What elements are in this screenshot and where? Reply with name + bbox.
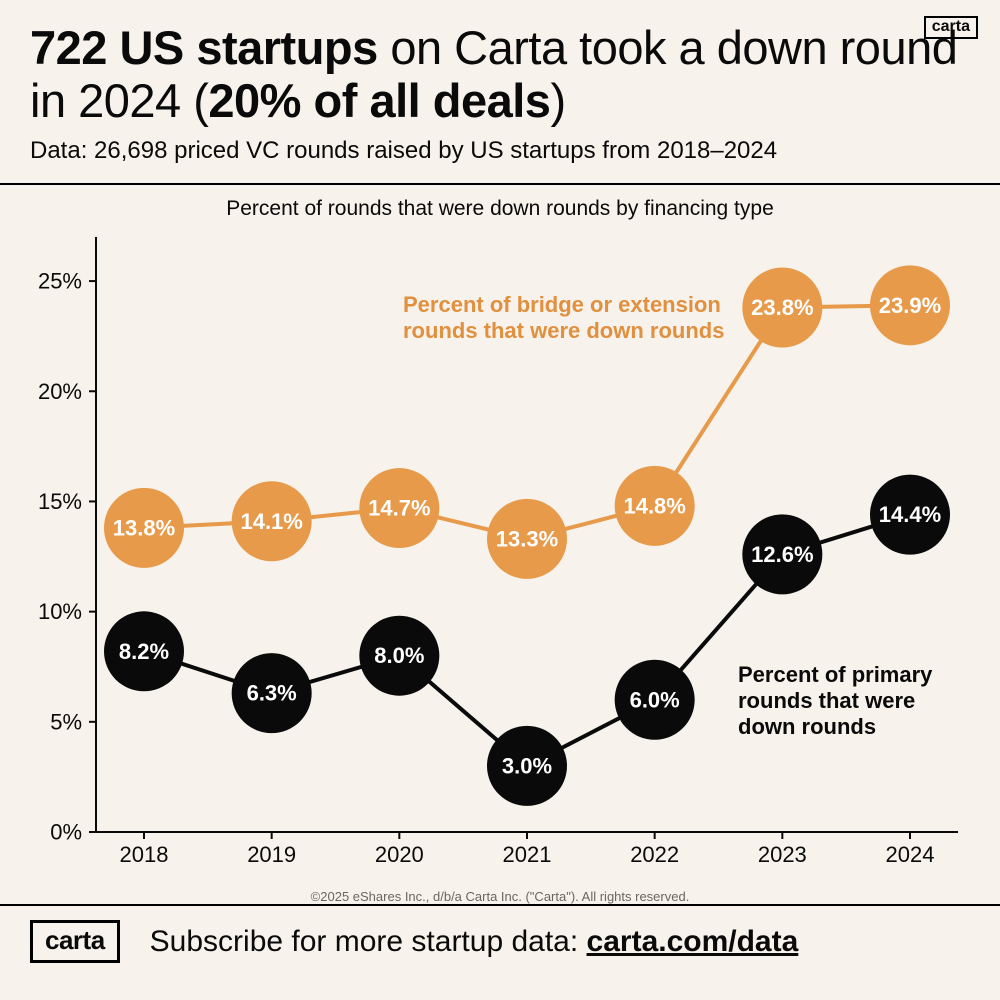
svg-text:14.1%: 14.1% [240,509,302,534]
svg-text:rounds that were down rounds: rounds that were down rounds [403,318,724,343]
headline-bold-b: 20% of all deals [208,74,550,127]
chart-plot: 0% 5% 10% 15% 20% 25% 2018 2019 2020 2021 2022 2023… [28,227,968,887]
svg-text:2020: 2020 [375,842,424,867]
headline-bold-a: 722 US startups [30,21,378,74]
svg-text:6.0%: 6.0% [630,688,680,713]
svg-text:14.8%: 14.8% [623,494,685,519]
svg-text:2023: 2023 [758,842,807,867]
svg-text:0%: 0% [50,820,82,845]
svg-text:2018: 2018 [120,842,169,867]
svg-text:2022: 2022 [630,842,679,867]
svg-text:13.3%: 13.3% [496,527,558,552]
svg-text:12.6%: 12.6% [751,542,813,567]
svg-text:Percent of primary: Percent of primary [738,662,933,687]
svg-text:8.0%: 8.0% [374,643,424,668]
svg-text:14.4%: 14.4% [879,502,941,527]
carta-logo-top: carta [924,16,978,39]
svg-text:down rounds: down rounds [738,714,876,739]
svg-text:2021: 2021 [503,842,552,867]
svg-text:14.7%: 14.7% [368,496,430,521]
footer-text: Subscribe for more startup data: [150,925,587,958]
subtitle: Data: 26,698 priced VC rounds raised by … [30,137,970,165]
svg-text:15%: 15% [38,489,82,514]
footer-link[interactable]: carta.com/data [587,925,799,958]
svg-text:13.8%: 13.8% [113,516,175,541]
chart-title: Percent of rounds that were down rounds … [28,197,972,221]
svg-text:25%: 25% [38,269,82,294]
svg-text:23.8%: 23.8% [751,295,813,320]
svg-text:3.0%: 3.0% [502,754,552,779]
svg-text:20%: 20% [38,379,82,404]
footer-cta: Subscribe for more startup data: carta.c… [150,925,799,959]
svg-text:rounds that were: rounds that were [738,688,915,713]
headline-end: ) [550,74,565,127]
svg-text:2024: 2024 [886,842,935,867]
svg-text:23.9%: 23.9% [879,293,941,318]
svg-text:Percent of bridge or extension: Percent of bridge or extension [403,292,721,317]
svg-text:10%: 10% [38,599,82,624]
header: 722 US startups on Carta took a down rou… [0,0,1000,175]
footer: carta Subscribe for more startup data: c… [0,904,1000,981]
carta-logo-footer: carta [30,920,120,963]
svg-text:2019: 2019 [247,842,296,867]
svg-text:6.3%: 6.3% [247,681,297,706]
chart-container: Percent of rounds that were down rounds … [0,183,1000,904]
svg-text:8.2%: 8.2% [119,639,169,664]
copyright: ©2025 eShares Inc., d/b/a Carta Inc. ("C… [28,889,972,904]
svg-text:5%: 5% [50,710,82,735]
headline: 722 US startups on Carta took a down rou… [30,22,970,127]
